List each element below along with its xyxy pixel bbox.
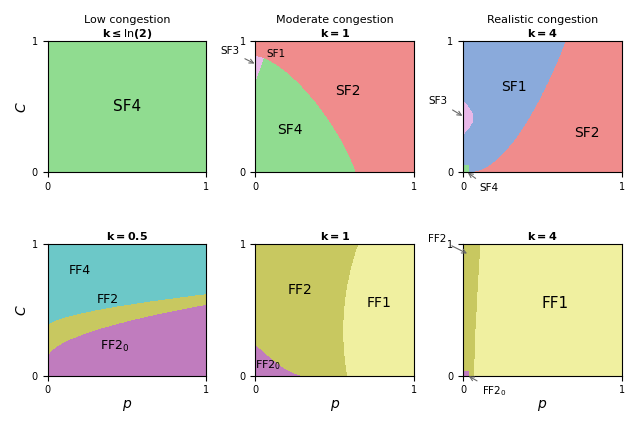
Text: FF2: FF2 xyxy=(428,234,466,253)
Text: SF1: SF1 xyxy=(501,80,527,94)
Text: FF4: FF4 xyxy=(68,264,90,277)
Title: Low congestion
$\mathbf{k \leq \ln(2)}$: Low congestion $\mathbf{k \leq \ln(2)}$ xyxy=(84,15,170,41)
Text: FF1: FF1 xyxy=(367,296,392,310)
Text: SF4: SF4 xyxy=(278,123,303,137)
Title: Moderate congestion
$\mathbf{k = 1}$: Moderate congestion $\mathbf{k = 1}$ xyxy=(276,15,394,39)
Text: SF4: SF4 xyxy=(469,173,498,193)
Text: FF2$_0$: FF2$_0$ xyxy=(470,377,507,398)
Text: FF2$_0$: FF2$_0$ xyxy=(100,339,129,354)
Text: SF1: SF1 xyxy=(266,49,285,59)
X-axis label: $p$: $p$ xyxy=(122,398,132,413)
Text: SF3: SF3 xyxy=(221,46,253,63)
X-axis label: $p$: $p$ xyxy=(330,398,340,413)
Text: FF2: FF2 xyxy=(97,293,119,306)
Text: SF2: SF2 xyxy=(574,126,600,140)
Text: SF4: SF4 xyxy=(113,99,141,114)
Title: Realistic congestion
$\mathbf{k = 4}$: Realistic congestion $\mathbf{k = 4}$ xyxy=(487,15,598,39)
Title: $\mathbf{k = 4}$: $\mathbf{k = 4}$ xyxy=(527,230,557,242)
Text: SF2: SF2 xyxy=(335,84,360,98)
Text: FF2: FF2 xyxy=(287,283,312,297)
Text: SF3: SF3 xyxy=(428,96,461,115)
X-axis label: $p$: $p$ xyxy=(538,398,548,413)
Title: $\mathbf{k = 0.5}$: $\mathbf{k = 0.5}$ xyxy=(106,230,148,242)
Title: $\mathbf{k = 1}$: $\mathbf{k = 1}$ xyxy=(320,230,350,242)
Text: FF2$_0$: FF2$_0$ xyxy=(255,358,282,372)
Text: FF1: FF1 xyxy=(541,296,569,311)
Y-axis label: $C$: $C$ xyxy=(15,304,29,316)
Y-axis label: $C$: $C$ xyxy=(15,101,29,113)
